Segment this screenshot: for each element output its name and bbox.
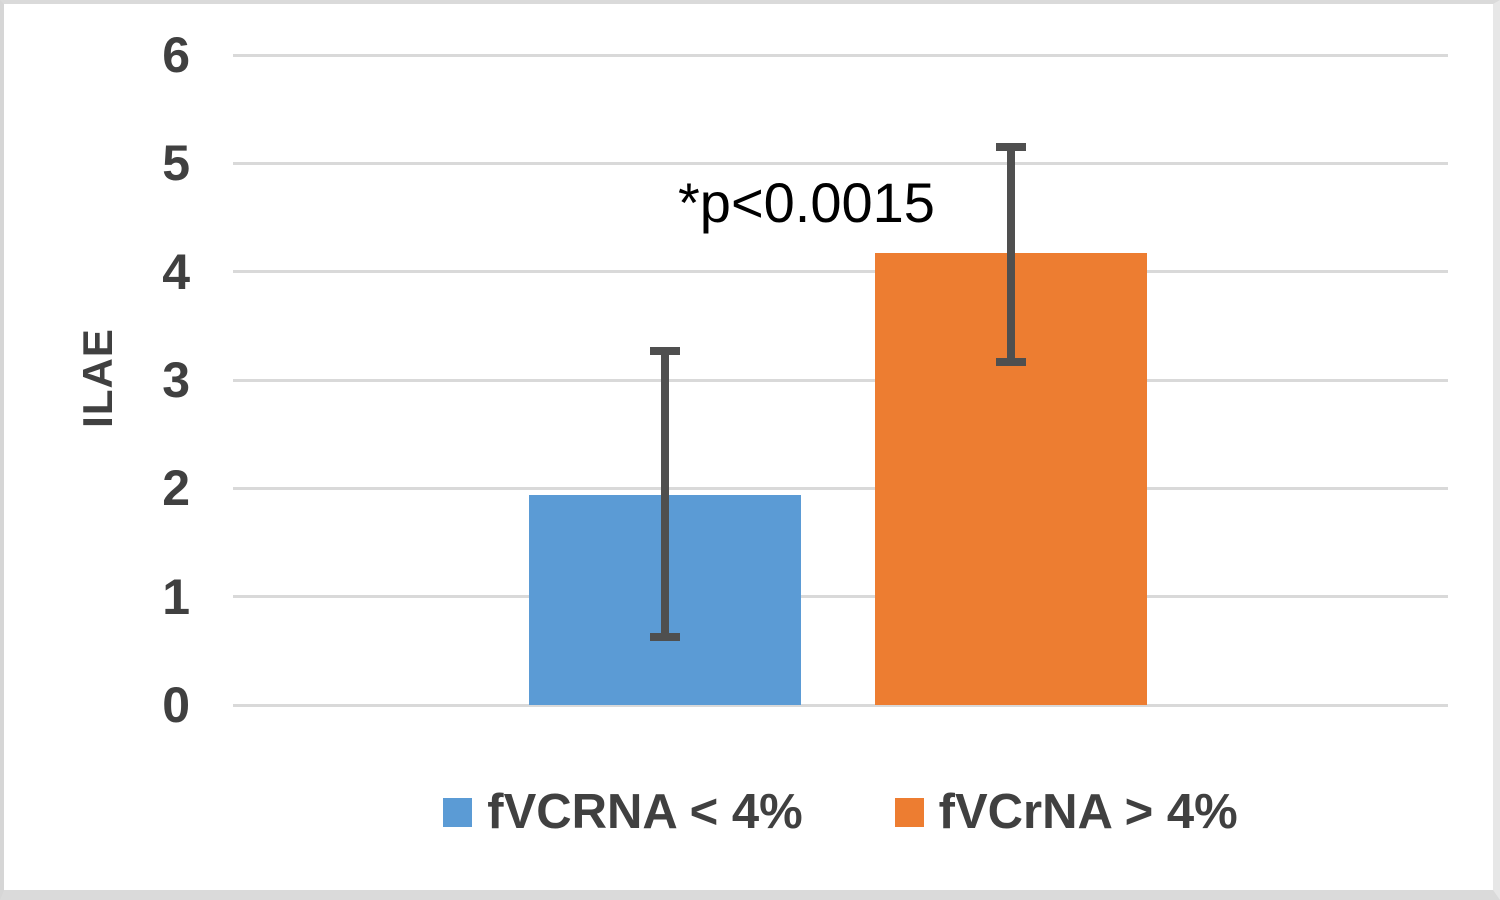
gridline-y-4 bbox=[233, 270, 1448, 274]
error-bar-line-2 bbox=[1007, 147, 1015, 362]
gridline-y-2 bbox=[233, 486, 1448, 490]
p-value-annotation: *p<0.0015 bbox=[678, 171, 935, 234]
y-tick-label-5: 5 bbox=[162, 135, 190, 192]
legend-item-fvcrna-lt-4: fVCRNA < 4% bbox=[443, 784, 803, 840]
legend: fVCRNA < 4% fVCrNA > 4% bbox=[233, 780, 1448, 844]
legend-swatch-orange-icon bbox=[894, 797, 924, 827]
y-tick-label-1: 1 bbox=[162, 568, 190, 625]
error-bar-cap-top-1 bbox=[650, 346, 680, 355]
y-tick-label-6: 6 bbox=[162, 27, 190, 84]
error-bar-line-1 bbox=[661, 350, 669, 637]
legend-label-fvcrna-gt-4: fVCrNA > 4% bbox=[938, 785, 1238, 839]
y-tick-label-3: 3 bbox=[162, 352, 190, 408]
y-tick-label-0: 0 bbox=[162, 677, 190, 733]
gridline-y-0 bbox=[233, 703, 1448, 707]
legend-swatch-blue-icon bbox=[443, 797, 473, 827]
error-bar-cap-top-2 bbox=[996, 143, 1026, 152]
y-tick-label-2: 2 bbox=[162, 460, 190, 517]
y-tick-label-4: 4 bbox=[162, 243, 190, 300]
legend-label-fvcrna-lt-4: fVCRNA < 4% bbox=[487, 785, 803, 839]
gridline-y-1 bbox=[233, 595, 1448, 599]
error-bar-cap-bottom-2 bbox=[996, 357, 1026, 366]
gridline-y-6 bbox=[233, 53, 1448, 57]
gridline-y-3 bbox=[233, 378, 1448, 382]
y-axis-title: ILAE bbox=[74, 328, 121, 428]
legend-item-fvcrna-gt-4: fVCrNA > 4% bbox=[894, 784, 1238, 840]
gridline-y-5 bbox=[233, 161, 1448, 165]
error-bar-cap-bottom-1 bbox=[650, 632, 680, 641]
